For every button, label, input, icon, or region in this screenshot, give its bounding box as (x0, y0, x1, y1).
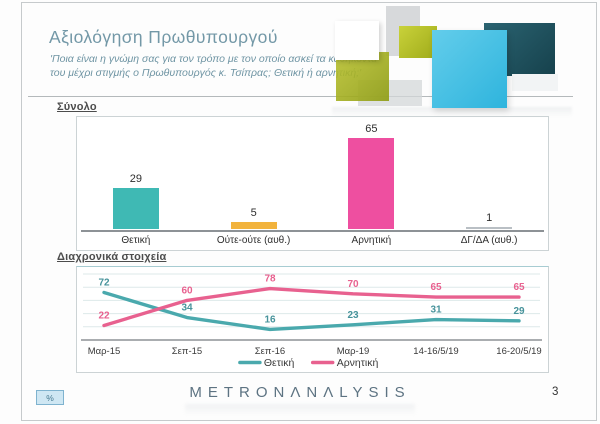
data-point-label: 31 (430, 305, 442, 316)
legend-label: Αρνητική (337, 357, 379, 369)
decoration-square-white (335, 21, 379, 60)
slide-border (21, 2, 597, 421)
bar-category-label: ΔΓ/ΔΑ (αυθ.) (460, 235, 518, 246)
bar (230, 222, 277, 229)
page-title: Αξιολόγηση Πρωθυπουργού (49, 27, 278, 47)
decoration-square-chartreuse (399, 26, 437, 58)
bar (348, 138, 395, 229)
footer-reflection (185, 404, 415, 416)
x-tick-label: Μαρ-15 (88, 346, 121, 357)
decoration-square-white-small (512, 74, 558, 91)
x-tick-label: 16-20/5/19 (496, 346, 541, 357)
decoration-reflection (332, 107, 572, 117)
bar-section-heading: Σύνολο (57, 101, 97, 113)
bar-chart-panel: 29 5 65 1 Θετική Ούτε-ούτε (αυθ.) Αρνητική ΔΓ/… (76, 116, 549, 251)
legend-label: Θετική (264, 357, 295, 369)
bar-column: 65 (313, 117, 431, 229)
page-number: 3 (552, 386, 559, 398)
bar-chart-axis (81, 230, 544, 232)
data-point-label: 65 (430, 282, 442, 293)
percent-badge: % (36, 390, 64, 405)
x-tick-label: 14-16/5/19 (413, 346, 458, 357)
x-tick-label: Μαρ-19 (337, 346, 370, 357)
data-point-label: 22 (98, 310, 110, 321)
bar-column: 5 (195, 117, 313, 229)
line-series (102, 290, 521, 332)
data-point-label: 65 (513, 282, 525, 293)
data-point-label: 34 (181, 303, 193, 314)
bar-value-label: 65 (365, 123, 378, 135)
x-tick-label: Σεπ-16 (255, 346, 285, 357)
data-point-label: 70 (347, 279, 359, 290)
bar-category-label: Ούτε-ούτε (αυθ.) (216, 235, 291, 246)
bar-value-label: 29 (129, 173, 142, 186)
header-divider (28, 96, 573, 97)
line-chart-panel: 72 34 16 23 31 29 22 60 78 70 65 65 Μαρ-15 Σεπ-15 Σεπ-… (76, 266, 549, 373)
page-subtitle: 'Ποια είναι η γνώμη σας για τον τρόπο με… (50, 53, 378, 79)
line-chart: 72 34 16 23 31 29 22 60 78 70 65 65 Μαρ-15 Σεπ-15 Σεπ-… (81, 273, 542, 369)
data-point-label: 78 (264, 274, 276, 285)
bar-value-label: 5 (250, 207, 257, 219)
decoration-square-cyan (432, 30, 507, 108)
bar-column: 1 (430, 117, 548, 229)
bar-chart-categories: Θετική Ούτε-ούτε (αυθ.) Αρνητική ΔΓ/ΔΑ (αυθ… (77, 235, 548, 246)
data-point-label: 23 (347, 310, 359, 321)
bar-category-label: Αρνητική (351, 235, 392, 246)
bar-column: 29 (77, 117, 195, 229)
data-point-label: 60 (181, 285, 193, 296)
bar (112, 188, 159, 229)
bar-category-label: Θετική (121, 235, 151, 246)
decoration-square-olive (336, 52, 389, 101)
data-point-label: 72 (98, 277, 110, 288)
metron-analysis-logo: METRONΛNΛLYSIS (189, 384, 411, 401)
line-section-heading: Διαχρονικά στοιχεία (57, 251, 167, 263)
line-series (102, 286, 521, 328)
data-point-label: 29 (513, 306, 525, 317)
bar-value-label: 1 (486, 212, 493, 224)
x-tick-label: Σεπ-15 (172, 346, 202, 357)
bar-chart: 29 5 65 1 (77, 117, 548, 229)
data-point-label: 16 (264, 314, 276, 325)
bar (466, 227, 513, 229)
